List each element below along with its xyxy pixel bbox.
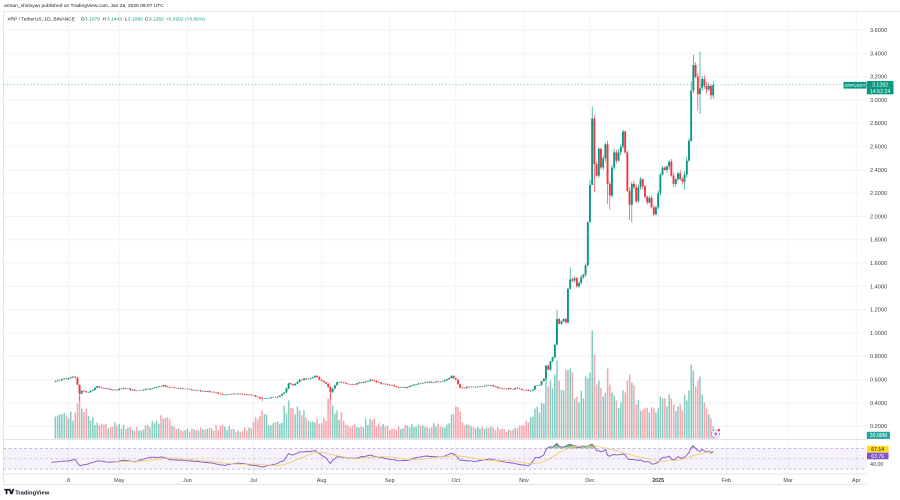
svg-text:arman_shirinyan published on T: arman_shirinyan published on TradingView… [4,3,164,9]
svg-text:2.4000: 2.4000 [870,168,887,174]
svg-text:3.1443: 3.1443 [107,16,122,22]
svg-text:Feb: Feb [722,478,731,484]
svg-text:39.08M: 39.08M [870,433,887,439]
svg-text:0.2000: 0.2000 [870,424,887,430]
svg-text:3.6000: 3.6000 [870,28,887,34]
svg-text:+0.0202 (+0.65%): +0.0202 (+0.65%) [166,16,206,22]
svg-text:XRP / TetherUS, 1D, BINANCE: XRP / TetherUS, 1D, BINANCE [7,16,76,22]
svg-text:TradingView: TradingView [15,490,50,496]
svg-text:40.00: 40.00 [870,462,884,468]
svg-text:3.0000: 3.0000 [870,98,887,104]
svg-text:3.1282: 3.1282 [149,16,164,22]
svg-text:3.1050: 3.1050 [128,16,143,22]
svg-text:H: H [103,16,107,22]
svg-text:Apr: Apr [852,478,861,484]
svg-text:1.8000: 1.8000 [870,238,887,244]
svg-text:2.0000: 2.0000 [870,214,887,220]
svg-text:2.6000: 2.6000 [870,145,887,151]
svg-text:O: O [81,16,85,22]
svg-text:3.1079: 3.1079 [85,16,100,22]
svg-text:8: 8 [67,478,70,484]
svg-text:1.4000: 1.4000 [870,284,887,290]
svg-text:3.4000: 3.4000 [870,51,887,57]
svg-text:0.8000: 0.8000 [870,354,887,360]
svg-text:Dec: Dec [585,478,595,484]
svg-text:3.2000: 3.2000 [870,75,887,81]
svg-text:2.2000: 2.2000 [870,191,887,197]
svg-text:Nov: Nov [519,478,529,484]
svg-text:Aug: Aug [317,478,327,484]
svg-text:Jul: Jul [250,478,257,484]
svg-text:Mar: Mar [783,478,792,484]
svg-text:1.0000: 1.0000 [870,331,887,337]
svg-text:May: May [114,478,124,484]
svg-text:1.2000: 1.2000 [870,308,887,314]
svg-text:XRPUSDT: XRPUSDT [844,83,865,88]
svg-text:2025: 2025 [652,478,664,484]
svg-text:0.4000: 0.4000 [870,401,887,407]
svg-text:14:52:24: 14:52:24 [870,89,891,95]
svg-text:Oct: Oct [452,478,461,484]
svg-text:67.14: 67.14 [871,447,884,453]
svg-text:Jun: Jun [183,478,192,484]
svg-text:63.76: 63.76 [871,454,884,460]
svg-text:1.6000: 1.6000 [870,261,887,267]
svg-text:0.6000: 0.6000 [870,378,887,384]
svg-text:2.8000: 2.8000 [870,121,887,127]
svg-text:Sep: Sep [385,478,395,484]
svg-text:L: L [125,16,128,22]
svg-text:3.1282: 3.1282 [872,83,888,89]
svg-text:C: C [145,16,149,22]
